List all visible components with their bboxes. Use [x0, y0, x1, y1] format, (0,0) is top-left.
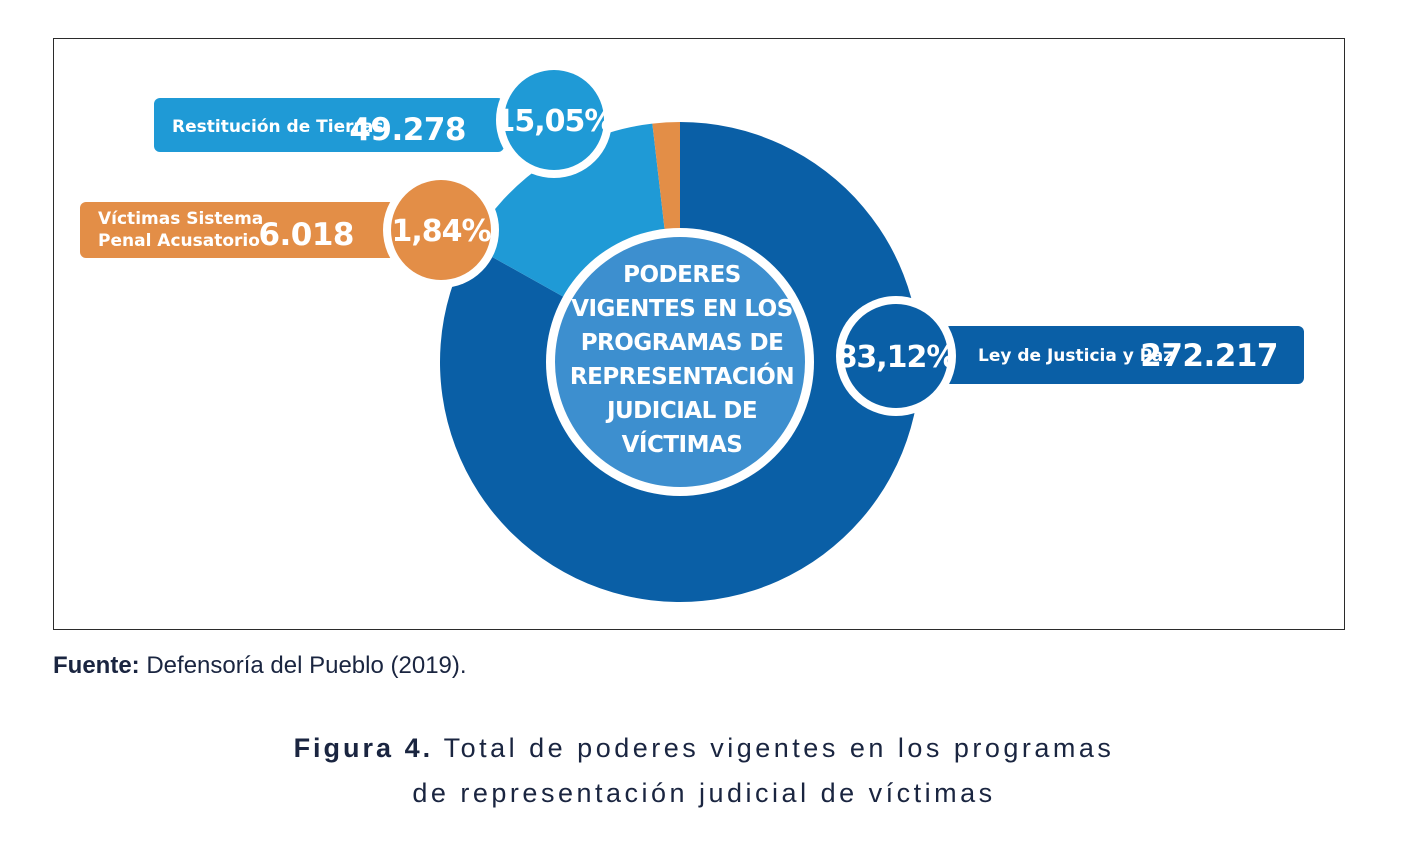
category-label-victimas-sistema-penal-acusatorio: Víctimas Sistema Penal Acusatorio [98, 209, 263, 251]
source-note: Fuente: Defensoría del Pueblo (2019). [53, 652, 467, 680]
percent-label-ley-de-justicia-y-paz: 83,12% [837, 340, 957, 375]
source-label: Fuente: [53, 652, 140, 679]
badge-restitucion-de-tierras [504, 70, 604, 170]
caption-line-2: de representación judicial de víctimas [412, 778, 996, 808]
chart-frame [53, 38, 1345, 630]
center-label: PODERES VIGENTES EN LOS PROGRAMAS DE REP… [569, 262, 795, 458]
value-label-victimas-sistema-penal-acusatorio: 6.018 [258, 217, 354, 253]
label-box-victimas-sistema-penal-acusatorio [80, 202, 410, 258]
percent-label-victimas-sistema-penal-acusatorio: 1,84% [391, 214, 491, 249]
figure-caption: Figura 4. Total de poderes vigentes en l… [0, 726, 1408, 816]
badge-victimas-sistema-penal-acusatorio [391, 180, 491, 280]
figure-number: Figura 4. [293, 733, 434, 763]
badge-ley-de-justicia-y-paz [844, 304, 948, 408]
value-label-ley-de-justicia-y-paz: 272.217 [1140, 338, 1278, 374]
category-label-restitucion-de-tierras: Restitución de Tierras [172, 117, 383, 137]
source-text: Defensoría del Pueblo (2019). [139, 652, 467, 679]
label-box-restitucion-de-tierras [154, 98, 504, 152]
category-label-ley-de-justicia-y-paz: Ley de Justicia y Paz [978, 346, 1173, 366]
caption-line-1: Total de poderes vigentes en los program… [433, 733, 1115, 763]
label-box-ley-de-justicia-y-paz [944, 326, 1304, 384]
value-label-restitucion-de-tierras: 49.278 [349, 112, 466, 148]
percent-label-restitucion-de-tierras: 15,05% [495, 104, 615, 139]
center-disc [555, 237, 805, 487]
